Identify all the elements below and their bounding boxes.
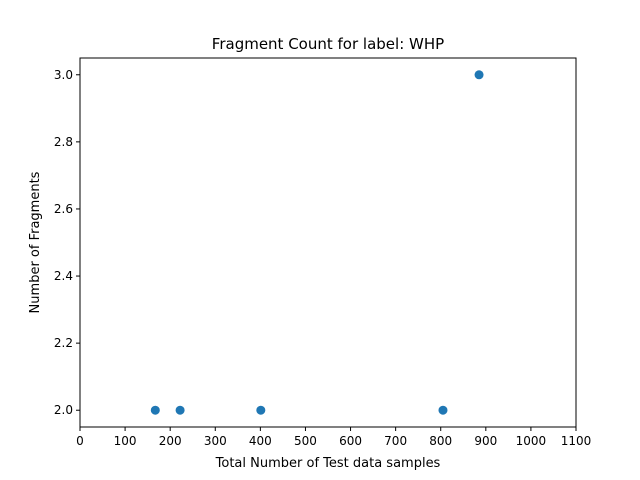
y-tick-label: 2.8: [54, 135, 73, 149]
data-point: [256, 405, 266, 415]
data-points: [150, 70, 484, 415]
y-tick-label: 2.0: [54, 403, 73, 417]
x-tick-label: 700: [384, 434, 407, 448]
y-axis-label: Number of Fragments: [28, 171, 43, 313]
y-tick-label: 2.4: [54, 269, 73, 283]
chart-title: Fragment Count for label: WHP: [212, 35, 444, 53]
x-tick-label: 1100: [561, 434, 592, 448]
x-tick-label: 100: [114, 434, 137, 448]
y-tick-label: 3.0: [54, 68, 73, 82]
x-tick-label: 0: [76, 434, 84, 448]
x-tick-label: 1000: [516, 434, 547, 448]
data-point: [438, 405, 448, 415]
x-tick-label: 300: [204, 434, 227, 448]
x-tick-label: 500: [294, 434, 317, 448]
y-tick-label: 2.2: [54, 336, 73, 350]
y-axis-ticks: 2.0 2.2 2.4 2.6 2.8 3.0: [54, 68, 80, 417]
data-point: [150, 405, 160, 415]
x-tick-label: 900: [474, 434, 497, 448]
x-tick-label: 200: [159, 434, 182, 448]
x-tick-label: 600: [339, 434, 362, 448]
x-tick-label: 800: [429, 434, 452, 448]
data-point: [175, 405, 185, 415]
data-point: [474, 70, 484, 80]
plot-area-frame: [79, 57, 577, 428]
x-axis-ticks: 0 100 200 300 400 500 600 700 800 900 1000 1100: [76, 427, 591, 448]
y-tick-label: 2.6: [54, 202, 73, 216]
x-axis-label: Total Number of Test data samples: [215, 456, 441, 471]
x-tick-label: 400: [249, 434, 272, 448]
